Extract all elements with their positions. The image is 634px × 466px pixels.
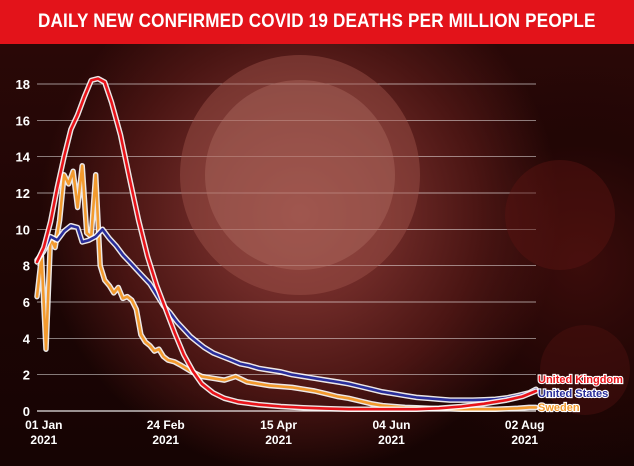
legend-label-united-states: United States bbox=[538, 388, 608, 400]
y-tick-label: 8 bbox=[23, 259, 30, 274]
x-tick-label: 02 Aug bbox=[505, 418, 545, 432]
y-tick-label: 10 bbox=[16, 222, 30, 237]
series-lines bbox=[34, 75, 539, 412]
legend-label-sweden: Sweden bbox=[538, 402, 580, 414]
x-tick-year-label: 2021 bbox=[265, 433, 292, 447]
legend-label-united-kingdom: United Kingdom bbox=[538, 374, 623, 386]
y-tick-label: 6 bbox=[23, 295, 30, 310]
x-tick-label: 24 Feb bbox=[147, 418, 185, 432]
y-tick-label: 0 bbox=[23, 404, 30, 419]
chart-title: DAILY NEW CONFIRMED COVID 19 DEATHS PER … bbox=[38, 11, 596, 32]
y-tick-label: 2 bbox=[23, 368, 30, 383]
x-tick-year-label: 2021 bbox=[30, 433, 57, 447]
y-tick-label: 4 bbox=[23, 331, 31, 346]
title-bar: DAILY NEW CONFIRMED COVID 19 DEATHS PER … bbox=[0, 0, 634, 44]
y-tick-label: 14 bbox=[16, 150, 31, 165]
y-tick-label: 12 bbox=[16, 186, 30, 201]
x-tick-label: 01 Jan bbox=[25, 418, 62, 432]
legend: United Kingdom United States Sweden bbox=[537, 373, 624, 415]
x-tick-year-label: 2021 bbox=[152, 433, 179, 447]
series-line-united-states bbox=[35, 224, 538, 402]
y-tick-label: 18 bbox=[16, 77, 30, 92]
x-tick-year-label: 2021 bbox=[378, 433, 405, 447]
series-line-united-kingdom bbox=[35, 77, 538, 411]
x-tick-year-label: 2021 bbox=[511, 433, 538, 447]
y-axis-ticks: 0 2 4 6 8 10 12 14 16 18 bbox=[16, 77, 31, 419]
y-tick-label: 16 bbox=[16, 113, 30, 128]
virus-illustration bbox=[180, 55, 630, 415]
x-tick-label: 04 Jun bbox=[372, 418, 410, 432]
x-tick-label: 15 Apr bbox=[260, 418, 297, 432]
